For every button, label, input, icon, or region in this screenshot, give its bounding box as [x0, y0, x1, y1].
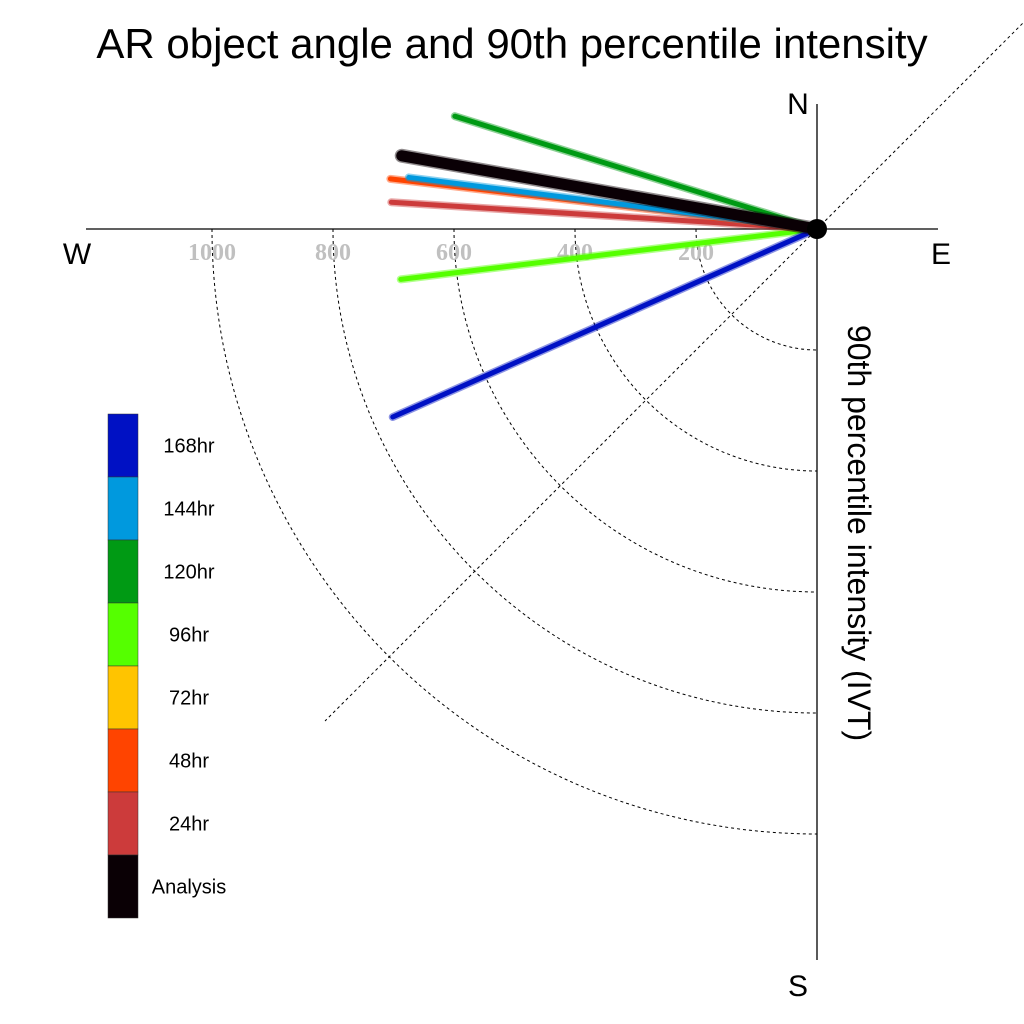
grid-arc [453, 228, 818, 593]
grid-arc [695, 228, 818, 351]
legend-swatch [107, 413, 139, 478]
north-label: N [787, 88, 809, 121]
legend-swatch [107, 539, 139, 604]
radial-tick-label: 600 [436, 240, 472, 266]
legend-label: 24hr [169, 814, 209, 836]
grid [211, 21, 1024, 835]
legend-swatch [107, 602, 139, 667]
legend-label: 168hr [163, 436, 214, 458]
chart-title: AR object angle and 90th percentile inte… [96, 20, 927, 67]
vector-24hr [388, 199, 820, 232]
east-label: E [931, 238, 951, 271]
legend-swatch [107, 665, 139, 730]
radial-tick-label: 1000 [188, 240, 236, 266]
legend-label: 144hr [163, 499, 214, 521]
vector-120hr [452, 113, 820, 232]
legend-label: 120hr [163, 562, 214, 584]
vector-96hr [398, 226, 820, 282]
legend-label: 72hr [169, 688, 209, 710]
vector-analysis [396, 150, 823, 235]
legend-swatch [107, 476, 139, 541]
legend-label: 96hr [169, 625, 209, 647]
vector-168hr [390, 226, 820, 420]
legend-label: 48hr [169, 751, 209, 773]
legend-swatch [107, 791, 139, 856]
legend-label: Analysis [152, 877, 226, 899]
radial-tick-label: 800 [315, 240, 351, 266]
radial-axis-label: 90th percentile intensity (IVT) [841, 325, 877, 741]
west-label: W [63, 238, 92, 271]
south-label: S [788, 970, 808, 1003]
legend-swatch [107, 728, 139, 793]
grid-diagonal [324, 21, 1024, 722]
legend-swatch [107, 854, 139, 919]
grid-arc [574, 228, 818, 472]
vectors [386, 112, 824, 421]
legend: 168hr 144hr 120hr 96hr 72hr 48hr 24hr Analysis [107, 413, 226, 919]
origin-dot [807, 219, 827, 239]
